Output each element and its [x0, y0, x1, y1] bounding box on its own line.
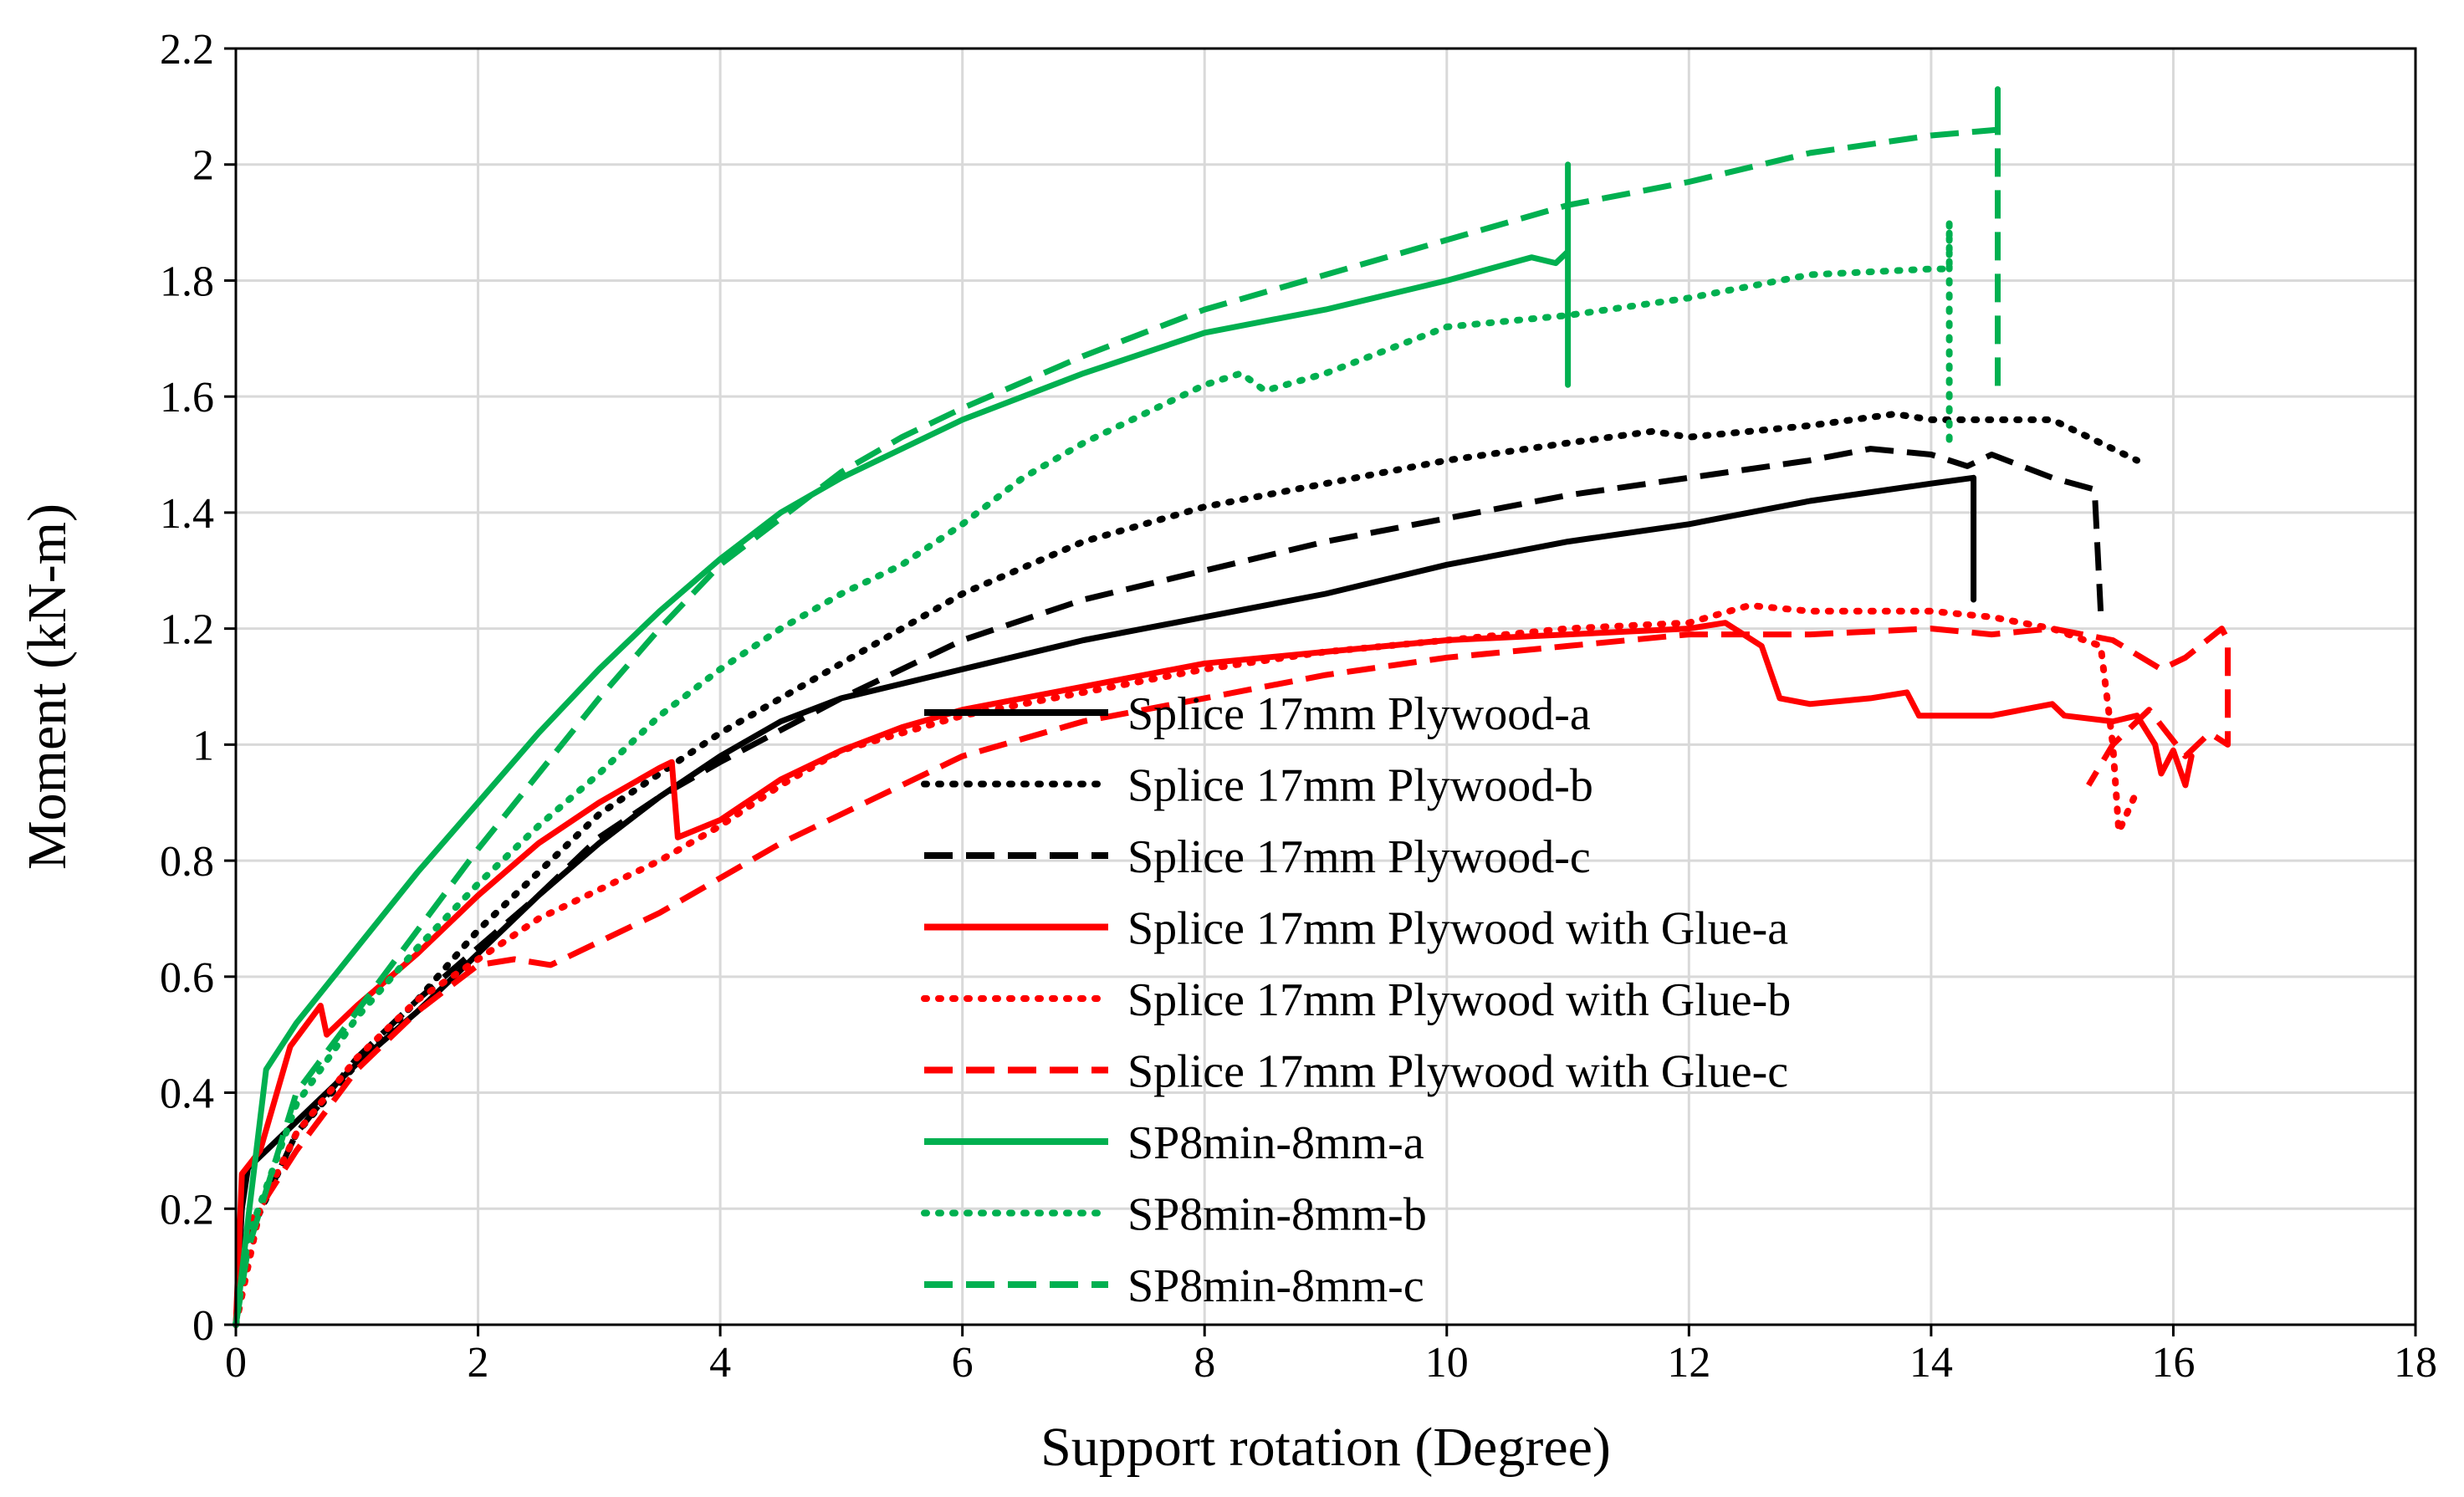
y-tick-label: 2.2 [160, 26, 214, 74]
plot-frame [234, 47, 2417, 1326]
series-line-sp8min-8mm-b [233, 219, 1953, 1328]
legend-label-splice-17mm-plywood-b: Splice 17mm Plywood-b [1127, 760, 1593, 812]
x-tick-label: 8 [1194, 1339, 1215, 1387]
y-tick-label: 1.4 [160, 490, 214, 538]
grid [236, 49, 2415, 1325]
series-line-sp8min-8mm-c [233, 86, 2001, 1326]
legend-label-sp8min-8mm-a: SP8min-8mm-a [1127, 1117, 1424, 1169]
legend-label-sp8min-8mm-c: SP8min-8mm-c [1127, 1260, 1424, 1312]
legend-label-sp8min-8mm-b: SP8min-8mm-b [1127, 1189, 1427, 1241]
y-tick-label: 0.2 [160, 1186, 214, 1234]
y-tick-label: 0.4 [160, 1070, 214, 1118]
y-tick-label: 0 [192, 1302, 214, 1350]
y-tick-label: 1.2 [160, 606, 214, 654]
y-tick-label: 1.6 [160, 374, 214, 422]
y-axis-title: Moment (kN-m) [17, 503, 78, 870]
series-line-splice-17mm-plywood-with-glue-c [233, 626, 2231, 1326]
y-tick-label: 0.8 [160, 838, 214, 886]
legend: Splice 17mm Plywood-a Splice 17mm Plywood… [921, 688, 1791, 1312]
y-tick-label: 1.8 [160, 258, 214, 305]
legend-label-splice-17mm-plywood-with-glue-c: Splice 17mm Plywood with Glue-c [1127, 1046, 1788, 1098]
series-line-sp8min-8mm-a [233, 161, 1572, 1328]
x-tick-label: 10 [1425, 1339, 1469, 1387]
y-tick-label: 2 [192, 142, 214, 190]
x-tick-label: 0 [225, 1339, 247, 1387]
x-tick-label: 16 [2151, 1339, 2195, 1387]
x-tick-label: 18 [2394, 1339, 2437, 1387]
legend-label-splice-17mm-plywood-c: Splice 17mm Plywood-c [1127, 831, 1591, 883]
x-tick-label: 6 [952, 1339, 974, 1387]
legend-label-splice-17mm-plywood-a: Splice 17mm Plywood-a [1127, 688, 1591, 740]
x-tick-label: 2 [468, 1339, 489, 1387]
y-tick-label: 0.6 [160, 954, 214, 1002]
x-tick-label: 12 [1667, 1339, 1710, 1387]
axis-ticks: 0 2 4 6 8 10 12 14 16 18 0 0.2 0.4 0.6 0.8 1 1.2 1.4 1.6 1.… [160, 26, 2437, 1387]
series-group [233, 86, 2231, 1328]
legend-label-splice-17mm-plywood-with-glue-a: Splice 17mm Plywood with Glue-a [1127, 903, 1788, 955]
y-tick-label: 1 [192, 722, 214, 769]
x-tick-label: 14 [1909, 1339, 1953, 1387]
x-axis-title: Support rotation (Degree) [1040, 1417, 1611, 1478]
legend-label-splice-17mm-plywood-with-glue-b: Splice 17mm Plywood with Glue-b [1127, 974, 1791, 1026]
x-tick-label: 4 [709, 1339, 731, 1387]
